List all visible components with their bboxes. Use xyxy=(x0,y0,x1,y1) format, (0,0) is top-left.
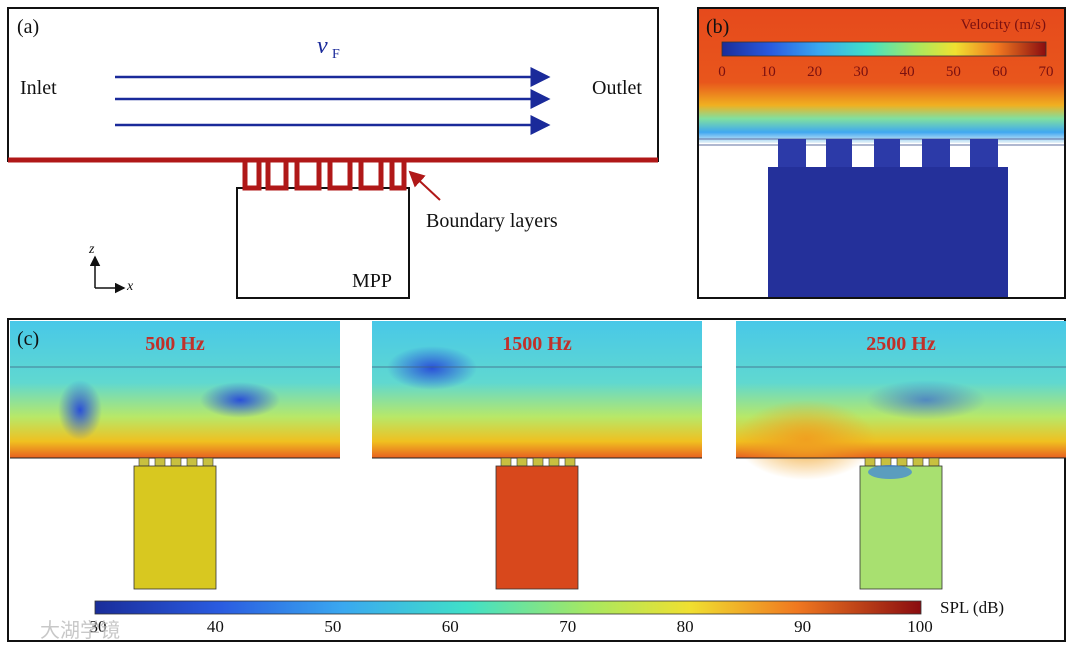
x-axis-label: x xyxy=(126,279,134,294)
spl-subpanel: 1500 Hz xyxy=(372,321,702,590)
spl-cavity xyxy=(133,465,217,590)
frequency-label: 500 Hz xyxy=(145,333,205,355)
velocity-colorbar xyxy=(721,41,1047,57)
spl-subpanel: 2500 Hz xyxy=(736,321,1066,590)
spl-subpanel: 500 Hz xyxy=(10,321,340,590)
spl-tick-label: 80 xyxy=(677,617,694,636)
spl-cavity xyxy=(495,465,579,590)
velocity-tick-label: 0 xyxy=(718,64,726,80)
inlet-label: Inlet xyxy=(20,77,57,99)
frequency-label: 1500 Hz xyxy=(502,333,572,355)
velocity-tick-label: 70 xyxy=(1039,64,1054,80)
velocity-tick-label: 10 xyxy=(761,64,776,80)
panel-a: (a) v F Inlet Outlet Boundary layers MPP… xyxy=(7,7,659,299)
panel-b: (b) Velocity (m/s) 0 10 20 30 40 50 60 70 xyxy=(697,7,1066,299)
boundary-layer-pointer xyxy=(408,170,441,201)
velocity-symbol: v xyxy=(317,33,328,59)
frequency-label: 2500 Hz xyxy=(866,333,936,355)
spl-tick-label: 30 xyxy=(90,617,107,636)
perforation-boundaries xyxy=(242,157,407,191)
boundary-layers-label: Boundary layers xyxy=(426,210,558,232)
spl-subpanels: 500 Hz 1500 Hz 2500 Hz xyxy=(10,321,1066,590)
mpp-cavity xyxy=(236,187,410,299)
panel-c: 500 Hz 1500 Hz 2500 Hz (c) SPL (dB) 30 40 50… xyxy=(7,318,1066,642)
watermark: 大湖学镜 xyxy=(40,618,120,642)
spl-tick-label: 90 xyxy=(794,617,811,636)
velocity-subscript: F xyxy=(332,47,340,62)
mpp-label: MPP xyxy=(352,270,392,292)
spl-colorbar-title: SPL (dB) xyxy=(940,598,1004,617)
outlet-label: Outlet xyxy=(592,77,642,99)
velocity-field xyxy=(698,8,1065,143)
panel-a-label: (a) xyxy=(17,16,39,38)
velocity-colorbar-title: Velocity (m/s) xyxy=(961,17,1046,33)
velocity-tick-label: 50 xyxy=(946,64,961,80)
panel-c-label: (c) xyxy=(17,328,39,350)
spl-tick-label: 70 xyxy=(559,617,576,636)
panel-b-label: (b) xyxy=(706,16,729,38)
velocity-colorbar-ticks: 0 10 20 30 40 50 60 70 xyxy=(718,64,1053,80)
duct-outline xyxy=(7,7,659,162)
spl-colorbar-ticks: 30 40 50 60 70 80 90 100 xyxy=(90,617,933,636)
velocity-tick-label: 40 xyxy=(900,64,915,80)
velocity-tick-label: 20 xyxy=(807,64,822,80)
velocity-cavity xyxy=(768,167,1008,298)
spl-tick-label: 100 xyxy=(907,617,933,636)
spl-colorbar xyxy=(94,600,922,615)
spl-tick-label: 60 xyxy=(442,617,459,636)
velocity-perforations xyxy=(778,139,998,167)
velocity-tick-label: 60 xyxy=(992,64,1007,80)
spl-tick-label: 40 xyxy=(207,617,224,636)
spl-tick-label: 50 xyxy=(324,617,341,636)
spl-cavity xyxy=(859,465,943,590)
velocity-tick-label: 30 xyxy=(853,64,868,80)
z-axis-label: z xyxy=(88,242,95,257)
